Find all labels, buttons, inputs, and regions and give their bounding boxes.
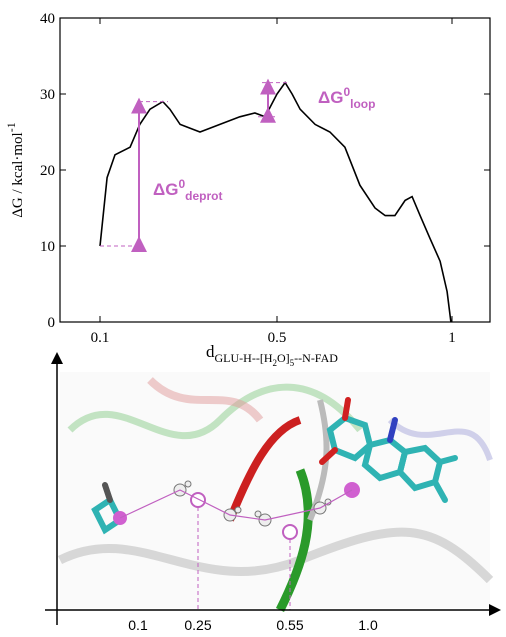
x-axis-label-part: --N-FAD (294, 351, 338, 365)
molecular-scene (45, 352, 501, 625)
x-tick-label: 0.1 (91, 330, 110, 346)
y-tick-label: 40 (40, 11, 55, 27)
annotation: ΔG0deprot (153, 177, 222, 203)
annotation-part: loop (350, 97, 375, 111)
charge (190, 492, 206, 508)
x-tick-label: 0.5 (268, 330, 287, 346)
annotation-part: 0 (343, 85, 350, 99)
x-axis-label-part: d (206, 342, 215, 361)
axis-label: 1.0 (358, 617, 378, 633)
x-axis-label: dGLU-H--[H2O]5--N-FAD (206, 342, 338, 368)
ribbon (57, 527, 494, 584)
data-line (99, 81, 452, 323)
proton-path (119, 489, 353, 521)
ribbon (275, 468, 313, 613)
y-axis-label-text: ΔG / kcal·mol (10, 132, 26, 217)
annotation: ΔG0loop (318, 85, 375, 111)
annotation-part: ΔG (318, 88, 343, 107)
y-axis-label: ΔG / kcal·mol-1 (4, 122, 26, 217)
x-axis-label-part: 5 (290, 358, 295, 368)
x-tick-label: 1 (448, 330, 456, 346)
axis-label: 0.55 (276, 617, 303, 633)
flavin (319, 397, 458, 503)
axis-label: 0.1 (128, 617, 148, 633)
ribbon (387, 417, 493, 461)
charge (282, 524, 298, 540)
annotation-part: ΔG (153, 180, 178, 199)
plot-frame (59, 17, 491, 323)
x-axis-label-part: GLU-H--[H (215, 351, 273, 365)
x-axis-label-part: O] (277, 351, 290, 365)
ribbon (226, 416, 302, 522)
scene-background (60, 372, 490, 608)
axis-label: 0.25 (184, 617, 211, 633)
annotation-part: deprot (185, 189, 222, 203)
y-tick-label: 10 (40, 239, 55, 255)
y-axis-label-sup: -1 (4, 122, 18, 132)
ribbon (67, 383, 363, 440)
y-tick-label: 30 (40, 87, 55, 103)
y-tick-label: 20 (40, 163, 55, 179)
annotation-part: 0 (178, 177, 185, 191)
ribbon (147, 377, 264, 423)
y-tick-label: 0 (48, 315, 56, 331)
x-axis-label-part: 2 (272, 358, 277, 368)
